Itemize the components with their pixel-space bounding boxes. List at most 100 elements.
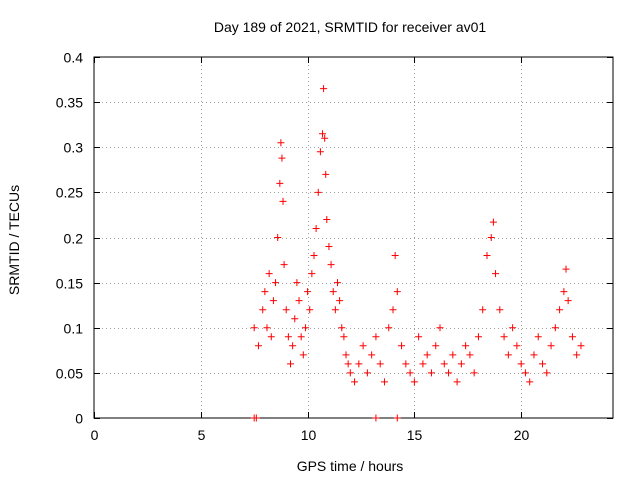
data-point (329, 288, 337, 296)
data-point (282, 306, 290, 314)
data-point (368, 351, 376, 359)
data-point (299, 351, 307, 359)
data-point (539, 360, 547, 368)
plot-frame (93, 56, 614, 419)
data-point (323, 215, 331, 223)
data-point (406, 369, 414, 377)
data-point (346, 369, 354, 377)
data-point (551, 324, 559, 332)
data-point (293, 279, 301, 287)
data-point (423, 351, 431, 359)
data-point (325, 243, 333, 251)
y-tick-label: 0.4 (64, 50, 84, 66)
data-point (297, 333, 305, 341)
data-point (338, 324, 346, 332)
data-point (322, 170, 330, 178)
data-point (327, 261, 335, 269)
y-tick-label: 0.3 (64, 140, 84, 156)
data-point (284, 333, 292, 341)
data-point (316, 148, 324, 156)
data-point (269, 297, 277, 305)
data-point (517, 360, 525, 368)
data-point (267, 333, 275, 341)
y-axis: 0 0.05 0.1 0.15 0.2 0.25 0.3 0.35 0.4 (56, 50, 613, 427)
data-point (547, 342, 555, 350)
x-tick-label: 20 (514, 427, 530, 443)
data-point (526, 378, 534, 386)
data-point (278, 154, 286, 162)
data-point (289, 342, 297, 350)
data-point (319, 130, 327, 138)
data-point (265, 270, 273, 278)
data-point (504, 351, 512, 359)
data-point (466, 351, 474, 359)
data-point (440, 360, 448, 368)
data-point (530, 351, 538, 359)
data-point (487, 234, 495, 241)
data-point (427, 369, 435, 377)
data-point (483, 252, 491, 260)
data-point (286, 360, 294, 368)
y-tick-label: 0.1 (64, 321, 84, 337)
data-point (393, 414, 401, 422)
data-point (259, 306, 267, 314)
data-point (344, 360, 352, 368)
y-tick-label: 0.15 (56, 276, 83, 292)
data-point (279, 197, 287, 205)
data-point (254, 342, 262, 350)
data-point (521, 369, 529, 377)
data-point (562, 265, 570, 273)
data-point (393, 288, 401, 296)
data-point (489, 218, 497, 226)
x-tick-label: 15 (407, 427, 423, 443)
chart-title: Day 189 of 2021, SRMTID for receiver av0… (214, 19, 487, 35)
data-point (410, 378, 418, 386)
data-point (385, 324, 393, 332)
x-tick-label: 10 (301, 427, 317, 443)
data-point (314, 188, 322, 196)
data-point (436, 324, 444, 332)
data-point (380, 378, 388, 386)
y-axis-label: SRMTID / TECUs (6, 185, 22, 295)
data-point (312, 224, 320, 232)
data-point (474, 333, 482, 341)
x-axis: 0 5 10 15 20 (91, 57, 530, 443)
data-point (295, 297, 303, 305)
data-point (276, 179, 284, 187)
data-point (509, 324, 517, 332)
data-point (263, 324, 271, 332)
data-point (301, 324, 309, 332)
data-point (543, 369, 551, 377)
data-point (304, 288, 312, 296)
data-point (250, 324, 258, 332)
data-point (321, 134, 329, 142)
data-point (453, 378, 461, 386)
data-point (310, 252, 318, 260)
data-point (331, 306, 339, 314)
data-point (534, 333, 542, 341)
data-point (513, 342, 521, 350)
data-point (320, 85, 328, 93)
data-point (355, 360, 363, 368)
data-point (391, 252, 399, 260)
data-point (457, 360, 465, 368)
data-point (336, 297, 344, 305)
data-point (333, 279, 341, 287)
data-point (496, 306, 504, 314)
x-tick-label: 5 (198, 427, 206, 443)
data-point (277, 139, 285, 147)
data-point (389, 306, 397, 314)
data-point (556, 306, 564, 314)
data-point (351, 378, 359, 386)
data-point (342, 351, 350, 359)
data-point (261, 288, 269, 296)
y-tick-label: 0 (75, 411, 83, 427)
data-point (492, 270, 500, 278)
data-point (398, 342, 406, 350)
data-point (308, 270, 316, 278)
data-point (449, 351, 457, 359)
data-point (577, 342, 585, 350)
y-tick-label: 0.25 (56, 185, 83, 201)
data-point (272, 279, 280, 287)
